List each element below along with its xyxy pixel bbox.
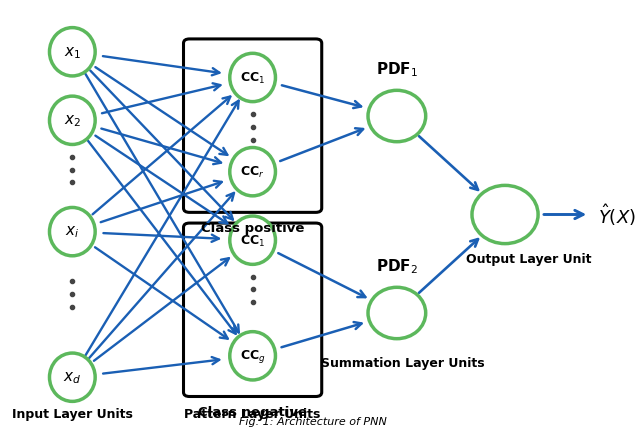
Ellipse shape <box>49 353 95 402</box>
Text: Output Layer Unit: Output Layer Unit <box>467 252 592 266</box>
Text: Pattern Layer Units: Pattern Layer Units <box>184 407 321 420</box>
Text: Fig. 1: Architecture of PNN: Fig. 1: Architecture of PNN <box>239 417 387 427</box>
Text: CC$_1$: CC$_1$ <box>240 233 265 248</box>
Ellipse shape <box>49 28 95 77</box>
Text: $x_2$: $x_2$ <box>64 113 81 129</box>
Ellipse shape <box>49 97 95 145</box>
Text: $x_d$: $x_d$ <box>63 369 81 385</box>
Ellipse shape <box>49 208 95 256</box>
Ellipse shape <box>230 217 275 265</box>
Text: Summation Layer Units: Summation Layer Units <box>321 356 484 369</box>
Text: PDF$_2$: PDF$_2$ <box>376 257 418 276</box>
Text: $x_1$: $x_1$ <box>64 45 81 61</box>
Text: Class negative: Class negative <box>198 405 307 418</box>
Ellipse shape <box>230 148 275 197</box>
Ellipse shape <box>368 288 426 339</box>
Ellipse shape <box>368 91 426 142</box>
Text: Input Layer Units: Input Layer Units <box>12 407 132 420</box>
Text: CC$_r$: CC$_r$ <box>241 165 265 180</box>
Ellipse shape <box>230 332 275 380</box>
Text: $x_i$: $x_i$ <box>65 224 79 240</box>
Ellipse shape <box>472 186 538 244</box>
Text: CC$_g$: CC$_g$ <box>240 347 266 365</box>
Text: PDF$_1$: PDF$_1$ <box>376 60 418 79</box>
Text: $\hat{Y}(X)$: $\hat{Y}(X)$ <box>598 202 636 228</box>
Text: Class positive: Class positive <box>201 221 304 234</box>
Text: CC$_1$: CC$_1$ <box>240 71 265 86</box>
Ellipse shape <box>230 54 275 102</box>
